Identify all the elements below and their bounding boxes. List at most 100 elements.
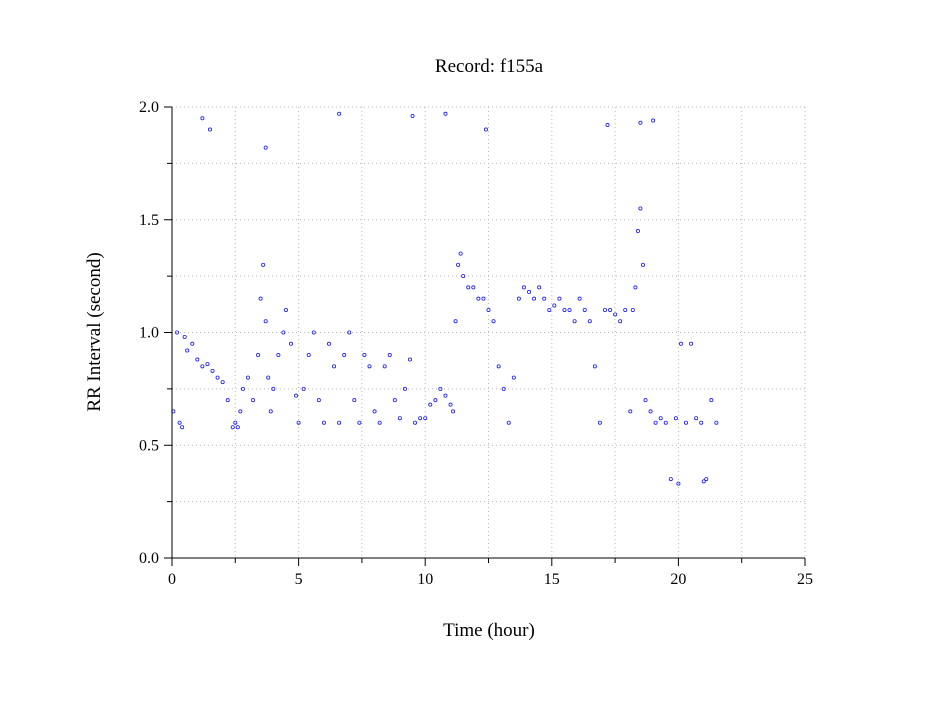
data-point [562,307,567,312]
data-point [190,341,195,346]
data-point [392,398,397,403]
data-point [481,296,486,301]
data-point [240,386,245,391]
data-point [377,420,382,425]
data-point [582,307,587,312]
data-point [382,364,387,369]
y-tick-label: 1.0 [139,325,159,342]
data-point [673,416,678,421]
data-point [428,402,433,407]
chart-title: Record: f155a [435,56,544,77]
data-point [572,319,577,324]
data-point [337,111,342,116]
y-axis-label: RR Interval (second) [84,252,105,411]
data-point [694,416,699,421]
data-point [458,251,463,256]
grid-layer [172,106,806,558]
data-point [592,364,597,369]
x-tick-label: 25 [797,571,813,588]
data-point [185,348,190,353]
data-point [281,330,286,335]
data-point [618,319,623,324]
data-point [577,296,582,301]
data-point [296,420,301,425]
data-point [205,362,210,367]
data-point [177,420,182,425]
data-point [387,353,392,358]
data-point [342,353,347,358]
data-point [332,364,337,369]
data-point [443,393,448,398]
data-point [527,289,532,294]
data-point [410,114,415,119]
data-point [357,420,362,425]
x-tick-label: 20 [670,571,686,588]
data-point [215,375,220,380]
data-point [451,409,456,414]
data-point [408,357,413,362]
x-tick-label: 15 [544,571,560,588]
data-point [461,274,466,279]
data-point [547,307,552,312]
data-point [608,307,613,312]
y-tick-label: 2.0 [139,99,159,116]
data-point [321,420,326,425]
data-point [438,386,443,391]
data-point [552,303,557,308]
data-point [658,416,663,421]
data-point [263,145,268,150]
data-point [443,111,448,116]
data-point [233,420,238,425]
data-point [263,319,268,324]
data-point [456,262,461,267]
data-point [471,285,476,290]
data-point [613,312,618,317]
data-point [220,380,225,385]
data-point [623,307,628,312]
data-point [683,420,688,425]
data-point [423,416,428,421]
data-point [701,479,706,484]
data-point [630,307,635,312]
data-point [516,296,521,301]
data-point [542,296,547,301]
data-point [676,481,681,486]
data-point [276,353,281,358]
data-point [402,386,407,391]
data-point [466,285,471,290]
data-point [195,357,200,362]
data-point [326,341,331,346]
data-point [521,285,526,290]
data-point [714,420,719,425]
data-point [251,398,256,403]
data-point [182,335,187,340]
data-point [175,330,180,335]
data-point [640,262,645,267]
data-point [225,398,230,403]
data-point [567,307,572,312]
data-point [210,368,215,373]
data-point [301,386,306,391]
data-point [266,375,271,380]
data-point [268,409,273,414]
data-point [200,116,205,121]
data-point [306,353,311,358]
data-point [678,341,683,346]
data-point [635,229,640,234]
data-point [506,420,511,425]
y-tick-label: 1.5 [139,212,159,229]
data-point [689,341,694,346]
data-point [347,330,352,335]
data-point [362,353,367,358]
x-tick-label: 0 [168,571,176,588]
data-point [628,409,633,414]
ticks-layer: 0 5 10 15 20 25 0.0 0.5 1.0 1.5 2.0 [139,99,813,588]
data-point [496,364,501,369]
data-point [663,420,668,425]
data-point [605,123,610,128]
data-point [258,296,263,301]
data-point [245,375,250,380]
data-point [537,285,542,290]
data-point [597,420,602,425]
data-point [699,420,704,425]
